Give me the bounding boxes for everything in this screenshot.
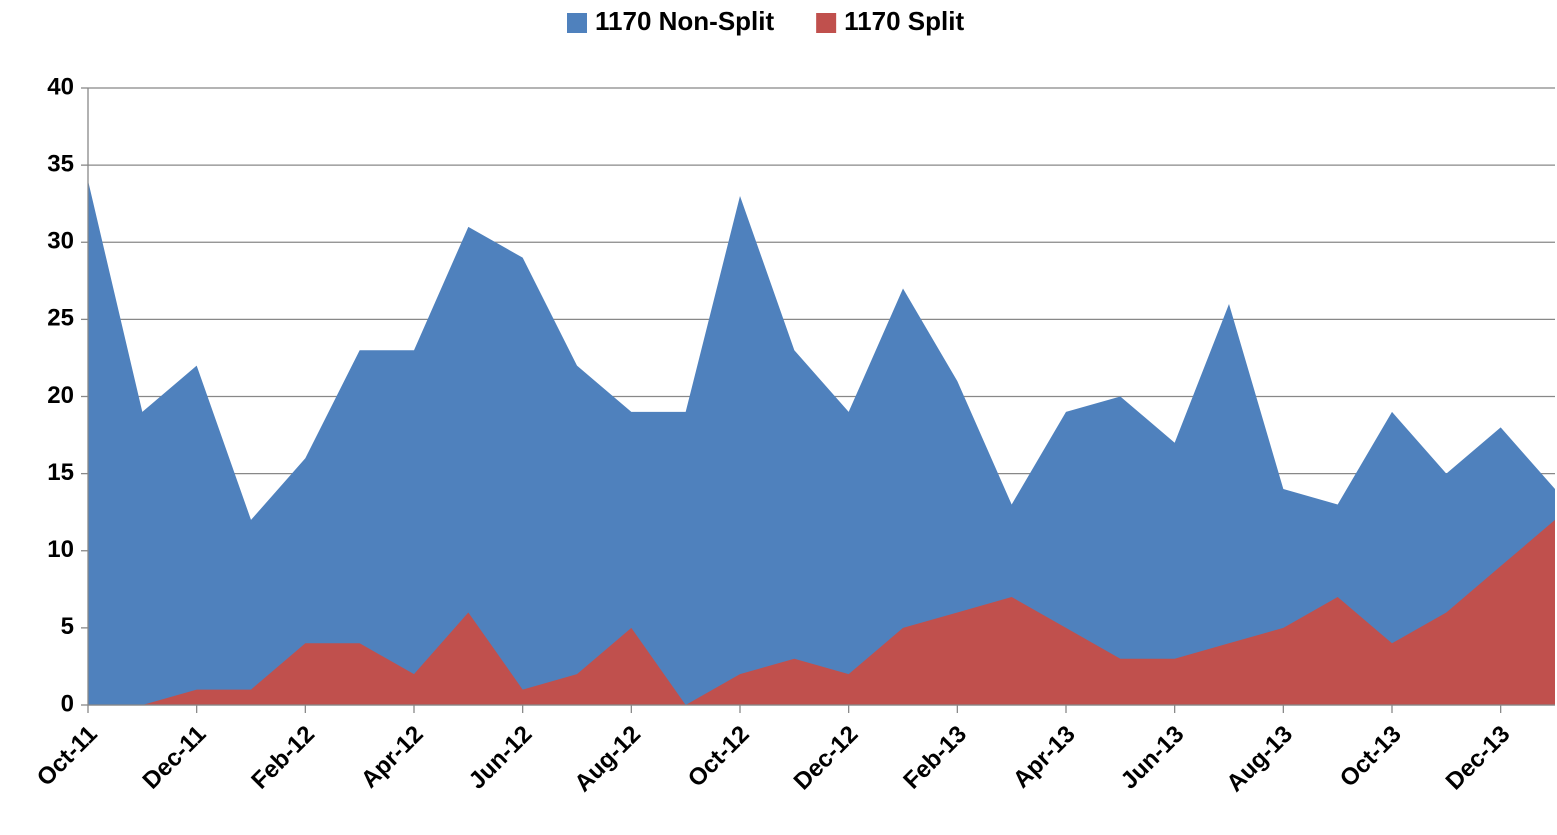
area bbox=[88, 519, 1555, 705]
x-tick-label: Dec-11 bbox=[138, 721, 212, 795]
x-tick-label: Dec-13 bbox=[1441, 721, 1516, 796]
y-tick-label: 20 bbox=[47, 382, 74, 409]
x-tick-label: Aug-13 bbox=[1221, 721, 1298, 798]
legend-swatch bbox=[567, 13, 587, 33]
y-tick-label: 0 bbox=[61, 690, 74, 717]
y-tick-label: 35 bbox=[47, 150, 74, 177]
y-tick-label: 30 bbox=[47, 228, 74, 255]
y-tick-label: 25 bbox=[47, 305, 74, 332]
x-tick-label: Jun-13 bbox=[1116, 721, 1190, 795]
legend-label: 1170 Split bbox=[844, 6, 964, 36]
x-tick-label: Oct-12 bbox=[683, 721, 755, 793]
y-tick-label: 5 bbox=[61, 613, 74, 640]
area bbox=[88, 180, 1555, 706]
x-tick-label: Jun-12 bbox=[464, 721, 538, 795]
y-tick-label: 15 bbox=[47, 459, 74, 486]
legend-label: 1170 Non-Split bbox=[595, 6, 774, 36]
x-tick-label: Feb-13 bbox=[898, 721, 972, 795]
x-tick-label: Oct-11 bbox=[32, 721, 103, 792]
x-tick-label: Aug-12 bbox=[569, 721, 646, 798]
x-tick-label: Dec-12 bbox=[789, 721, 864, 796]
legend-swatch bbox=[816, 13, 837, 33]
x-tick-label: Apr-13 bbox=[1008, 721, 1081, 794]
x-tick-label: Feb-12 bbox=[246, 721, 320, 795]
x-tick-label: Apr-12 bbox=[356, 721, 429, 794]
y-tick-label: 10 bbox=[47, 536, 74, 563]
x-tick-label: Oct-13 bbox=[1335, 721, 1407, 793]
y-tick-label: 40 bbox=[47, 73, 74, 100]
